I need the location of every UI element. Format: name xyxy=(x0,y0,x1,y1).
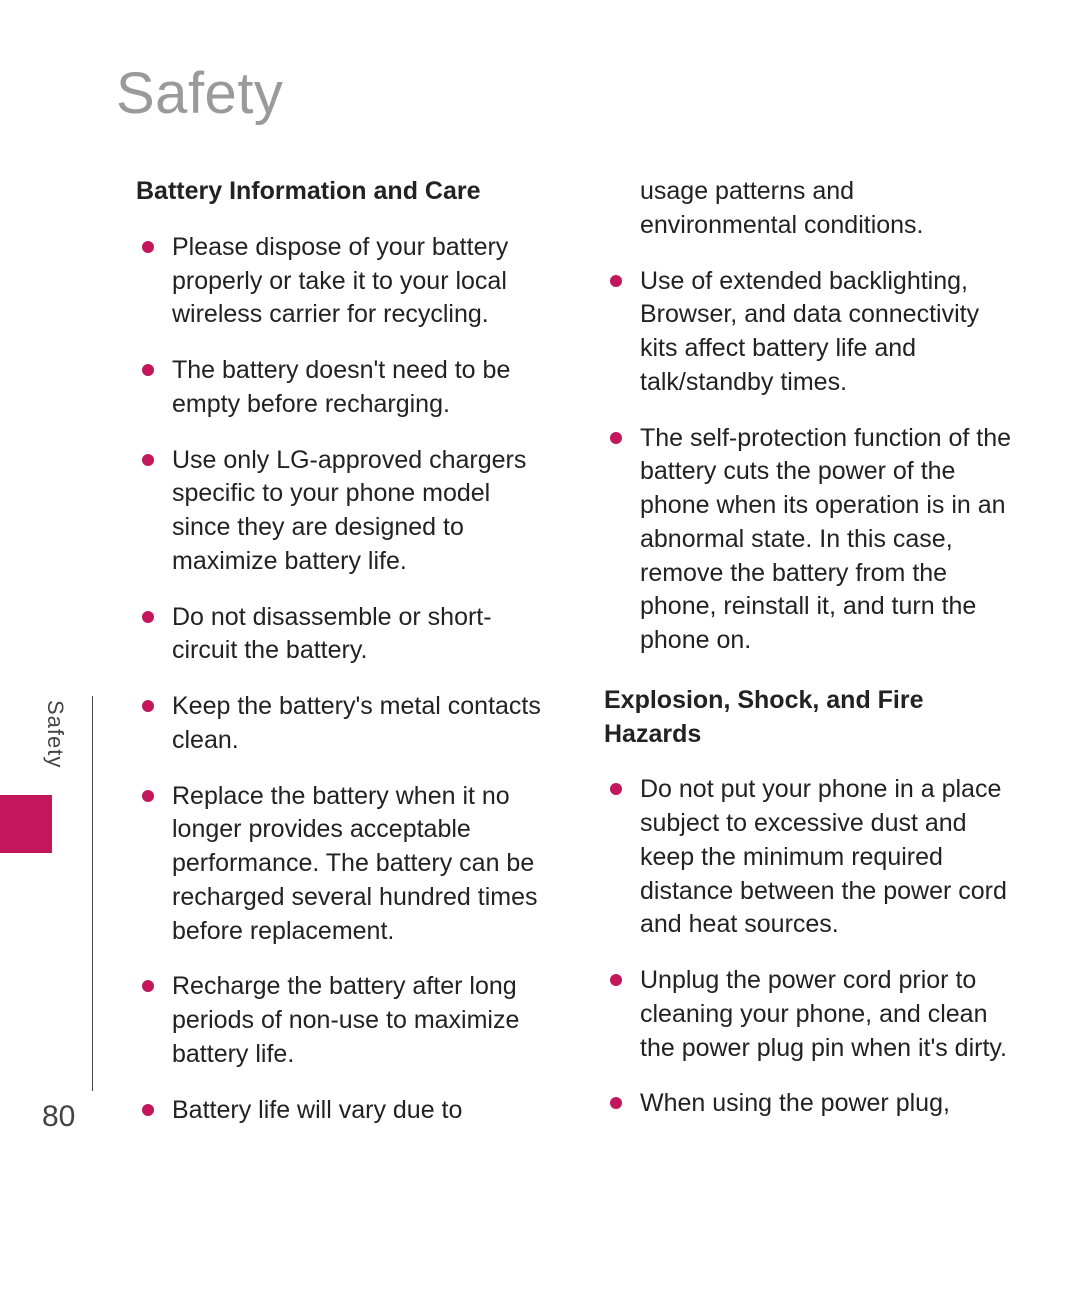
list-item: Use only LG-approved chargers specific t… xyxy=(136,444,548,579)
bullet-text: usage patterns and environmental conditi… xyxy=(640,177,924,239)
bullet-text: Do not disassemble or short-circuit the … xyxy=(172,603,492,665)
side-tab: Safety xyxy=(42,700,78,773)
list-item-continuation: usage patterns and environmental conditi… xyxy=(604,175,1016,243)
side-tab-label: Safety xyxy=(42,700,68,768)
bullet-text: The battery doesn't need to be empty bef… xyxy=(172,356,510,418)
side-tab-accent xyxy=(0,795,52,853)
list-item: Use of extended backlighting, Browser, a… xyxy=(604,265,1016,400)
chapter-title: Safety xyxy=(116,60,1020,127)
bullet-text: Keep the battery's metal contacts clean. xyxy=(172,692,541,754)
left-column: Battery Information and Care Please disp… xyxy=(136,175,548,1149)
list-item: The self-protection function of the batt… xyxy=(604,422,1016,658)
bullet-text: Do not put your phone in a place subject… xyxy=(640,775,1007,938)
bullet-text: When using the power plug, xyxy=(640,1089,950,1117)
list-item: Do not put your phone in a place subject… xyxy=(604,773,1016,942)
right-column: usage patterns and environmental conditi… xyxy=(604,175,1016,1149)
bullet-text: Replace the battery when it no longer pr… xyxy=(172,782,537,945)
list-item: Keep the battery's metal contacts clean. xyxy=(136,690,548,758)
bullet-text: Please dispose of your battery properly … xyxy=(172,233,508,329)
bullet-list-right-continuation: usage patterns and environmental conditi… xyxy=(604,175,1016,658)
bullet-text: Use only LG-approved chargers specific t… xyxy=(172,446,526,575)
list-item: Replace the battery when it no longer pr… xyxy=(136,780,548,949)
list-item: Do not disassemble or short-circuit the … xyxy=(136,601,548,669)
manual-page: Safety Safety 80 Battery Information and… xyxy=(0,0,1080,1295)
list-item: When using the power plug, xyxy=(604,1087,1016,1121)
side-rule xyxy=(92,696,93,1091)
two-column-layout: Battery Information and Care Please disp… xyxy=(136,175,1020,1149)
section-heading-battery: Battery Information and Care xyxy=(136,175,548,209)
page-number: 80 xyxy=(42,1100,75,1134)
list-item: Recharge the battery after long periods … xyxy=(136,970,548,1071)
bullet-text: Unplug the power cord prior to cleaning … xyxy=(640,966,1007,1062)
list-item: Unplug the power cord prior to cleaning … xyxy=(604,964,1016,1065)
list-item: Battery life will vary due to xyxy=(136,1094,548,1128)
list-item: The battery doesn't need to be empty bef… xyxy=(136,354,548,422)
section-heading-explosion: Explosion, Shock, and Fire Hazards xyxy=(604,684,1016,752)
bullet-text: Use of extended backlighting, Browser, a… xyxy=(640,267,979,396)
list-item: Please dispose of your battery properly … xyxy=(136,231,548,332)
bullet-text: The self-protection function of the batt… xyxy=(640,424,1011,655)
bullet-text: Recharge the battery after long periods … xyxy=(172,972,519,1068)
bullet-list-right-hazards: Do not put your phone in a place subject… xyxy=(604,773,1016,1121)
bullet-text: Battery life will vary due to xyxy=(172,1096,462,1124)
bullet-list-left: Please dispose of your battery properly … xyxy=(136,231,548,1128)
